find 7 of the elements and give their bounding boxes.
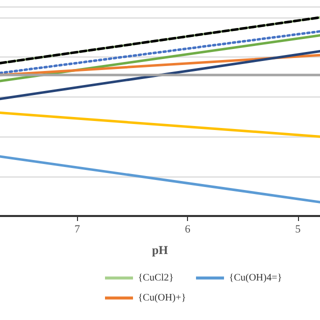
x-axis-title: pH	[152, 243, 169, 257]
legend-label: {Cu(OH)4=}	[229, 272, 282, 284]
legend-label: {Cu(OH)+}	[138, 292, 186, 304]
legend-label: {CuCl2}	[138, 272, 174, 284]
x-tick-label: 7	[74, 224, 80, 236]
x-tick-label: 6	[184, 224, 191, 236]
x-tick-label: 5	[295, 224, 302, 236]
